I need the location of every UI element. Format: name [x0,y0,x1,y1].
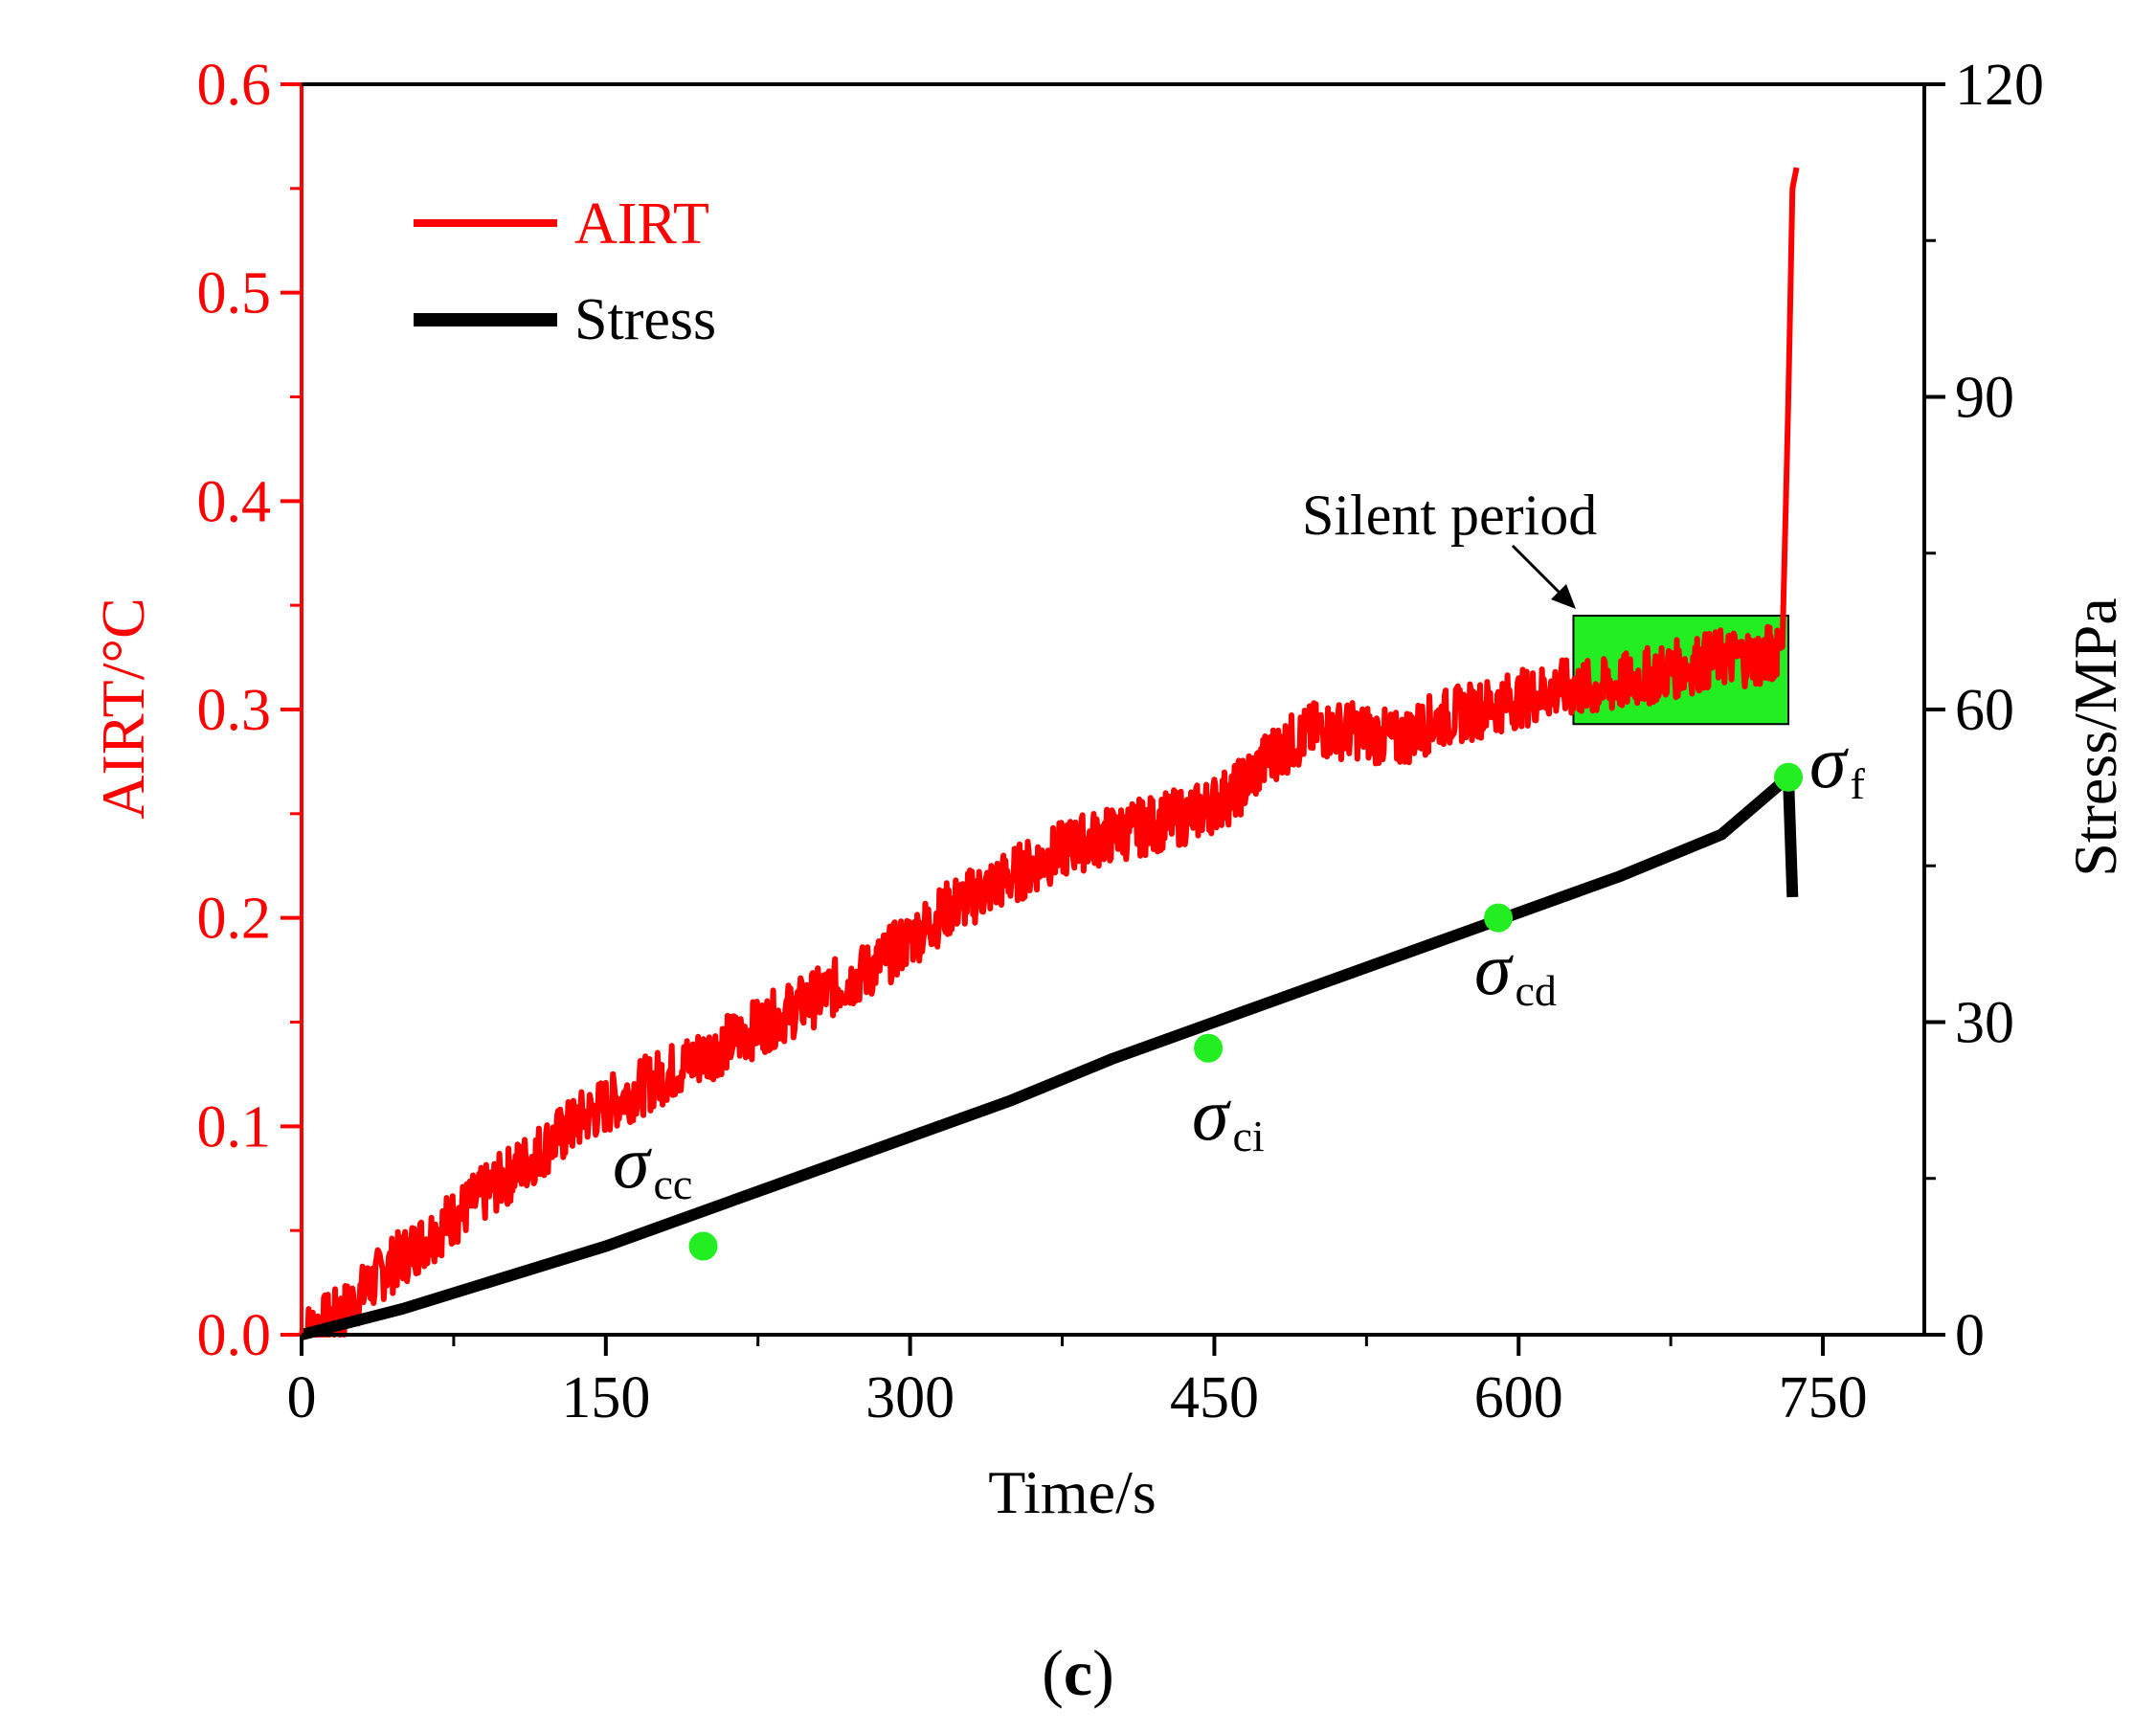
marker-label-f-symbol: σ [1809,720,1849,803]
y-left-tick-label: 0.1 [197,1094,272,1160]
marker-label-cc-symbol: σ [613,1120,652,1204]
marker-label-ci-symbol: σ [1192,1072,1231,1156]
y-left-tick-label: 0.6 [197,53,272,118]
marker-label-ci: σci [1192,1072,1265,1160]
marker-label-cc-sub: cc [653,1160,692,1208]
legend-airt-label: AIRT [574,191,709,257]
marker-label-ci-sub: ci [1232,1112,1264,1160]
marker-label-cd: σcd [1474,927,1557,1015]
y-left-tick-label: 0.4 [197,469,272,534]
stress-marker-cc [688,1231,718,1261]
y-right-tick-label: 90 [1955,366,2014,431]
x-tick-label: 150 [561,1365,650,1430]
legend: AIRT Stress [414,191,716,352]
caption-open: ( [1042,1636,1064,1709]
y-right-tick-label: 30 [1955,991,2014,1056]
airt-series-line [299,167,1800,1338]
marker-label-f-sub: f [1850,759,1865,808]
y-right-tick-label: 60 [1955,678,2014,743]
y-left-tick-label: 0.0 [197,1303,272,1368]
caption-close: ) [1092,1636,1114,1709]
marker-label-cc: σcc [613,1120,692,1208]
x-tick-label: 0 [287,1365,317,1430]
y-right-tick-label: 120 [1955,53,2044,118]
legend-stress-label: Stress [574,287,716,352]
y-right-axis-title: Stress/MPa [2061,597,2129,877]
x-tick-label: 450 [1170,1365,1259,1430]
y-left-ticks: 0.0 0.1 0.2 0.3 0.4 0.5 0.6 [197,53,302,1368]
caption-letter: c [1064,1636,1092,1709]
y-left-tick-label: 0.2 [197,887,272,952]
y-right-ticks: 0 30 60 90 120 [1924,53,2044,1368]
x-tick-label: 750 [1779,1365,1868,1430]
y-left-axis-title: AIRT/°C [89,597,157,820]
marker-label-cd-sub: cd [1515,966,1556,1015]
x-ticks: 0 150 300 450 600 750 [287,1335,1868,1430]
stress-marker-f [1774,762,1804,792]
stress-series-line [300,771,1799,1340]
x-axis-title: Time/s [988,1458,1157,1526]
y-left-tick-label: 0.5 [197,261,272,327]
silent-period-arrowhead [1551,584,1576,609]
stress-markers [688,762,1804,1261]
x-tick-label: 300 [865,1365,954,1430]
silent-period-label: Silent period [1302,484,1597,547]
y-right-tick-label: 0 [1955,1303,1985,1368]
marker-label-cd-symbol: σ [1474,927,1514,1010]
x-tick-label: 600 [1474,1365,1563,1430]
y-left-tick-label: 0.3 [197,678,272,743]
stress-marker-ci [1194,1033,1224,1063]
marker-label-f: σf [1809,720,1865,808]
figure-caption: (c) [1042,1636,1114,1709]
stress-marker-cd [1484,903,1514,933]
